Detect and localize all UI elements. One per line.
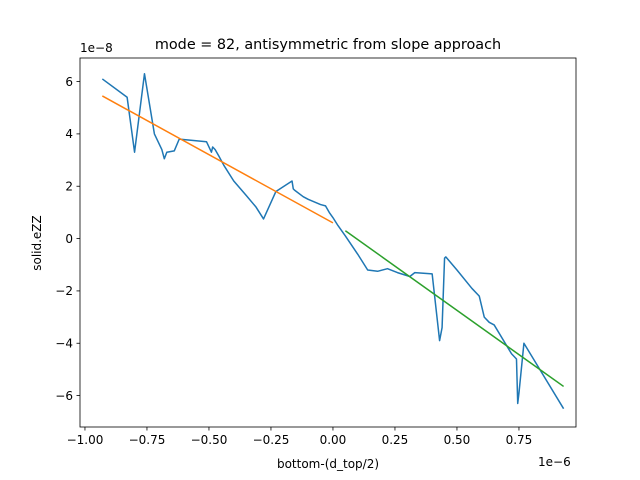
x-offset-text: 1e−6 (538, 455, 571, 469)
x-tick-label: 0.25 (382, 433, 409, 447)
x-tick-label: −0.25 (253, 433, 290, 447)
series-layer (101, 72, 565, 410)
x-axis: −1.00 −0.75 −0.50 −0.25 0.00 0.25 0.50 0.75 (67, 427, 533, 447)
series-line-1 (101, 95, 334, 224)
series-line-2 (344, 230, 565, 388)
y-tick-label: −2 (55, 284, 73, 298)
y-tick-label: 2 (65, 180, 73, 194)
y-tick-label: −6 (55, 389, 73, 403)
y-tick-label: 4 (65, 127, 73, 141)
x-tick-label: −1.00 (67, 433, 104, 447)
x-tick-label: 0.75 (506, 433, 533, 447)
series-line-0 (101, 72, 565, 410)
x-tick-label: −0.50 (191, 433, 228, 447)
y-tick-label: −4 (55, 337, 73, 351)
y-tick-label: 0 (65, 232, 73, 246)
y-offset-text: 1e−8 (80, 41, 113, 55)
y-axis-label: solid.eZZ (30, 215, 44, 271)
x-tick-label: 0.00 (320, 433, 347, 447)
x-tick-label: −0.75 (129, 433, 166, 447)
y-axis: −6 −4 −2 0 2 4 6 (55, 75, 80, 403)
axes-frame (79, 57, 577, 428)
chart-title: mode = 82, antisymmetric from slope appr… (155, 37, 501, 53)
x-axis-label: bottom-(d_top/2) (277, 457, 379, 471)
x-tick-label: 0.50 (444, 433, 471, 447)
y-tick-label: 6 (65, 75, 73, 89)
